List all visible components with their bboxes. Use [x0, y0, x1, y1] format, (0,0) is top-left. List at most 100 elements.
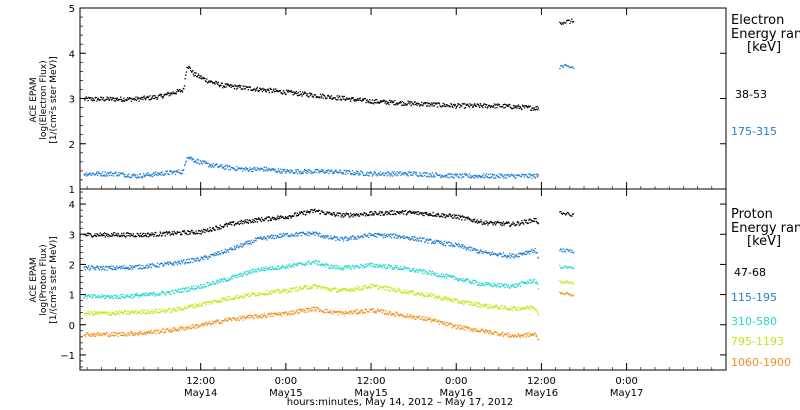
proton-point [135, 313, 138, 315]
proton-point [148, 312, 150, 314]
proton-point [247, 221, 249, 223]
electron-point [112, 175, 115, 177]
proton-point [334, 215, 336, 217]
proton-point [378, 288, 380, 290]
proton-point [422, 212, 425, 214]
proton-point [176, 290, 178, 293]
electron-point [343, 95, 345, 98]
proton-point [298, 309, 300, 311]
proton-point [230, 221, 232, 223]
electron-point [137, 176, 139, 179]
electron-point [163, 94, 165, 96]
proton-point [153, 291, 155, 294]
electron-point [121, 173, 123, 175]
proton-point [395, 290, 397, 292]
proton-point [280, 313, 282, 316]
electron-point [268, 92, 271, 94]
electron-point [305, 171, 307, 174]
proton-point [243, 242, 246, 244]
proton-point [462, 244, 464, 246]
electron-point [163, 174, 165, 176]
electron-point [261, 90, 264, 93]
electron-point [491, 175, 493, 178]
proton-point [101, 334, 103, 337]
proton-point [526, 306, 528, 308]
proton-point [423, 215, 425, 217]
proton-point [330, 309, 333, 311]
proton-point [252, 241, 255, 243]
proton-point [360, 310, 362, 312]
proton-point [256, 218, 258, 221]
proton-point [300, 212, 302, 214]
electron-point [358, 99, 360, 102]
electron-point [519, 106, 521, 108]
electron-point [446, 104, 448, 106]
electron-point [138, 100, 140, 102]
proton-point [217, 319, 219, 321]
electron-point [325, 169, 327, 172]
proton-point [430, 274, 432, 276]
electron-point [374, 99, 377, 101]
proton-ytick-label: −1 [60, 351, 75, 362]
proton-point [298, 286, 300, 288]
proton-point [476, 281, 478, 284]
proton-point [232, 249, 234, 251]
electron-point [441, 174, 443, 177]
proton-point [433, 272, 435, 275]
proton-point [348, 289, 350, 292]
proton-point [268, 237, 270, 239]
proton-point [98, 313, 100, 315]
proton-point [89, 311, 92, 313]
proton-point [173, 230, 175, 232]
electron-point [200, 161, 202, 163]
proton-point [507, 308, 509, 310]
proton-point [139, 313, 142, 315]
electron-point [159, 172, 161, 174]
proton-point [246, 315, 248, 317]
proton-point [537, 312, 539, 315]
proton-point [484, 251, 487, 253]
electron-point [368, 175, 370, 177]
proton-point [245, 274, 248, 276]
electron-point [84, 97, 87, 100]
electron-point [105, 174, 108, 176]
electron-point [192, 69, 194, 72]
proton-point [162, 290, 164, 293]
proton-point [114, 311, 117, 313]
proton-point [350, 312, 352, 314]
proton-point [325, 312, 327, 314]
proton-point [89, 335, 92, 337]
proton-point [399, 237, 402, 239]
proton-point [203, 283, 205, 285]
proton-point [330, 290, 333, 292]
proton-point [481, 284, 483, 286]
electron-point [109, 172, 111, 174]
electron-point [526, 176, 529, 178]
proton-point [233, 317, 235, 319]
electron-point [180, 173, 182, 175]
proton-point [310, 263, 312, 265]
proton-point [259, 315, 262, 317]
electron-point [530, 175, 532, 177]
proton-point [422, 214, 424, 216]
electron-point [156, 98, 158, 100]
proton-point [93, 332, 95, 334]
proton-point [388, 312, 391, 314]
electron-point [295, 171, 297, 173]
proton-point [368, 311, 370, 313]
electron-point [426, 102, 428, 104]
electron-point [460, 174, 462, 176]
electron-point [288, 90, 290, 92]
electron-postgap-175-315 [559, 64, 575, 70]
proton-point [171, 311, 173, 313]
electron-point [518, 174, 520, 176]
proton-point [266, 268, 269, 270]
proton-point [104, 295, 106, 297]
proton-point [316, 233, 318, 235]
electron-point [296, 173, 299, 175]
proton-point [220, 280, 222, 282]
electron-point [429, 173, 432, 175]
proton-point [337, 215, 340, 217]
electron-point [112, 97, 115, 99]
electron-point [404, 103, 407, 105]
